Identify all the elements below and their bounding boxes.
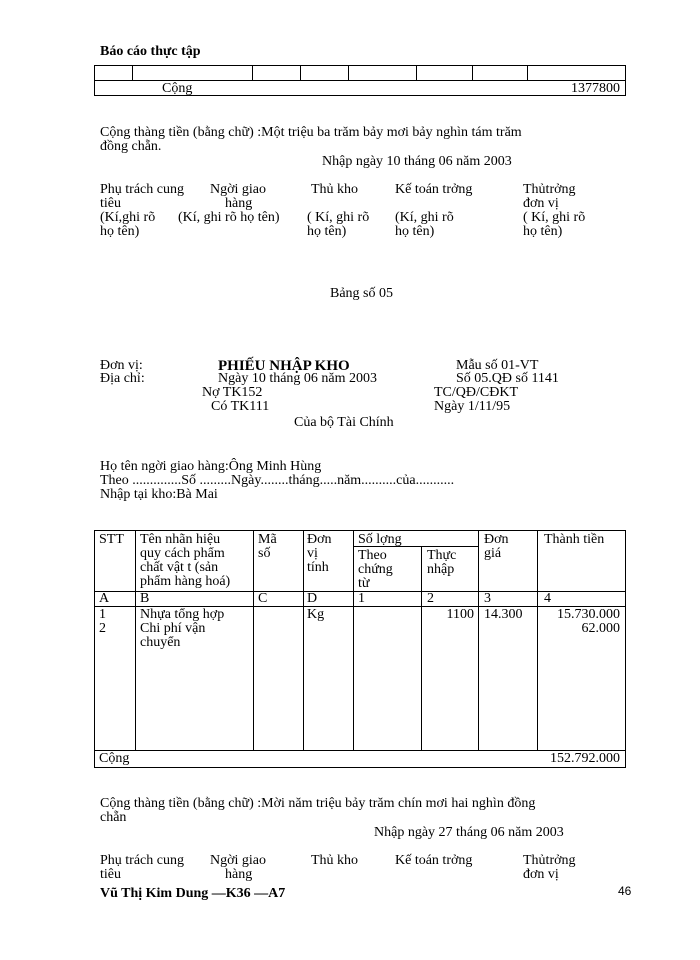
header-unit: tính xyxy=(307,560,329,575)
warehouse: Nhập tại kho:Bà Mai xyxy=(100,487,218,502)
signer-label: Thủ kho xyxy=(311,853,359,868)
top-total-value: 1377800 xyxy=(571,81,620,96)
header-name: Tên nhãn hiệu xyxy=(140,532,221,547)
cell-name: chuyển xyxy=(140,635,181,650)
signer-note: họ tên) xyxy=(307,224,347,239)
column-code: A xyxy=(99,591,110,606)
signer-note: (Kí, ghi rõ họ tên) xyxy=(178,210,280,225)
header-name: phẩm hàng hoá) xyxy=(140,574,231,589)
column-code: 1 xyxy=(358,591,365,606)
form-number: Mẫu số 01-VT xyxy=(456,358,539,373)
header-title: Báo cáo thực tập xyxy=(100,44,201,59)
voucher-date: Ngày 10 tháng 06 năm 2003 xyxy=(218,371,378,386)
amount-in-words-2: Cộng thàng tiền (bằng chữ) :Mời năm triệ… xyxy=(100,796,536,811)
column-code: 4 xyxy=(544,591,551,606)
deliverer: Họ tên ngời giao hàng:Ông Minh Hùng xyxy=(100,459,322,474)
signer-label: hàng xyxy=(225,196,253,211)
cell-price: 14.300 xyxy=(484,607,523,622)
signer-note: họ tên) xyxy=(100,224,140,239)
header-code: số xyxy=(258,546,271,561)
signer-label: Thủ kho xyxy=(311,182,359,197)
credit-account: Có TK111 xyxy=(211,399,270,414)
signer-label: hàng xyxy=(225,867,253,882)
header-qty-doc: chứng xyxy=(358,562,393,577)
signer-label: tiêu xyxy=(100,867,121,882)
total-value: 152.792.000 xyxy=(550,751,620,766)
header-price: Đơn xyxy=(484,532,509,547)
column-code: C xyxy=(258,591,268,606)
footer-author: Vũ Thị Kim Dung —K36 —A7 xyxy=(100,886,286,901)
header-stt: STT xyxy=(99,532,124,547)
signer-note: (Kí,ghi rõ xyxy=(100,210,156,225)
header-name: chất vật t (sản xyxy=(140,560,219,575)
header-qty-actual: nhập xyxy=(427,562,455,577)
column-code: B xyxy=(140,591,150,606)
header-amount: Thành tiền xyxy=(544,532,605,547)
signer-label: Ngời giao xyxy=(210,853,267,868)
signer-label: Kế toán trởng xyxy=(395,182,473,197)
header-unit: Đơn xyxy=(307,532,332,547)
page-number: 46 xyxy=(618,884,632,898)
amount-in-words-1: Cộng thàng tiền (bằng chữ) :Một triệu ba… xyxy=(100,125,522,140)
table-caption: Bảng số 05 xyxy=(330,286,393,301)
signer-note: họ tên) xyxy=(395,224,435,239)
cell-unit: Kg xyxy=(307,607,325,622)
header-qty-doc: Theo xyxy=(358,548,387,563)
signer-note: ( Kí, ghi rõ xyxy=(307,210,370,225)
amount-in-words-2-cont: chẵn xyxy=(100,810,127,825)
cell-amount: 15.730.000 xyxy=(557,607,620,622)
decision-date: Ngày 1/11/95 xyxy=(434,399,511,414)
cell-qty-actual: 1100 xyxy=(446,607,474,622)
header-qty-actual: Thực xyxy=(427,548,457,563)
cell-stt: 1 xyxy=(99,607,106,622)
signer-note: ( Kí, ghi rõ xyxy=(523,210,586,225)
signer-label: tiêu xyxy=(100,196,121,211)
column-code: D xyxy=(307,591,318,606)
entry-date-2: Nhập ngày 27 tháng 06 năm 2003 xyxy=(374,825,564,840)
cell-amount: 62.000 xyxy=(581,621,621,636)
entry-date-1: Nhập ngày 10 tháng 06 năm 2003 xyxy=(322,154,512,169)
voucher-title: PHIẾU NHẬP KHO xyxy=(218,358,350,374)
header-name: quy cách phẩm xyxy=(140,546,225,561)
ministry: Của bộ Tài Chính xyxy=(294,415,394,430)
signer-note: họ tên) xyxy=(523,224,563,239)
reference-line: Theo ..............Số .........Ngày.....… xyxy=(100,473,455,488)
amount-in-words-1-cont: đồng chẵn. xyxy=(100,139,162,154)
debit-account: Nợ TK152 xyxy=(202,385,263,400)
signer-label: Phụ trách cung xyxy=(100,182,184,197)
header-price: giá xyxy=(484,546,502,561)
signer-label: Thủtrởng xyxy=(523,182,576,197)
address-label: Địa chỉ: xyxy=(100,371,145,386)
signer-label: Thủtrởng xyxy=(523,853,576,868)
decision-code: TC/QĐ/CĐKT xyxy=(434,385,518,400)
header-qty-doc: từ xyxy=(358,576,370,591)
decision-number: Số 05.QĐ số 1141 xyxy=(456,371,559,386)
signer-label: Kế toán trởng xyxy=(395,853,473,868)
total-label: Cộng xyxy=(99,751,130,766)
unit-label: Đơn vị: xyxy=(100,358,143,373)
cell-name: Chi phí vận xyxy=(140,621,206,636)
signer-label: Ngời giao xyxy=(210,182,267,197)
header-unit: vị xyxy=(307,546,318,561)
column-code: 3 xyxy=(484,591,491,606)
top-total-label: Cộng xyxy=(162,81,193,96)
signer-label: đơn vị xyxy=(523,867,559,882)
signer-label: đơn vị xyxy=(523,196,559,211)
signer-note: (Kí, ghi rõ xyxy=(395,210,454,225)
column-code: 2 xyxy=(427,591,434,606)
header-code: Mã xyxy=(258,532,277,547)
cell-name: Nhựa tổng hợp xyxy=(140,607,225,622)
signer-label: Phụ trách cung xyxy=(100,853,184,868)
cell-stt: 2 xyxy=(99,621,106,636)
header-quantity: Số lợng xyxy=(358,532,402,547)
